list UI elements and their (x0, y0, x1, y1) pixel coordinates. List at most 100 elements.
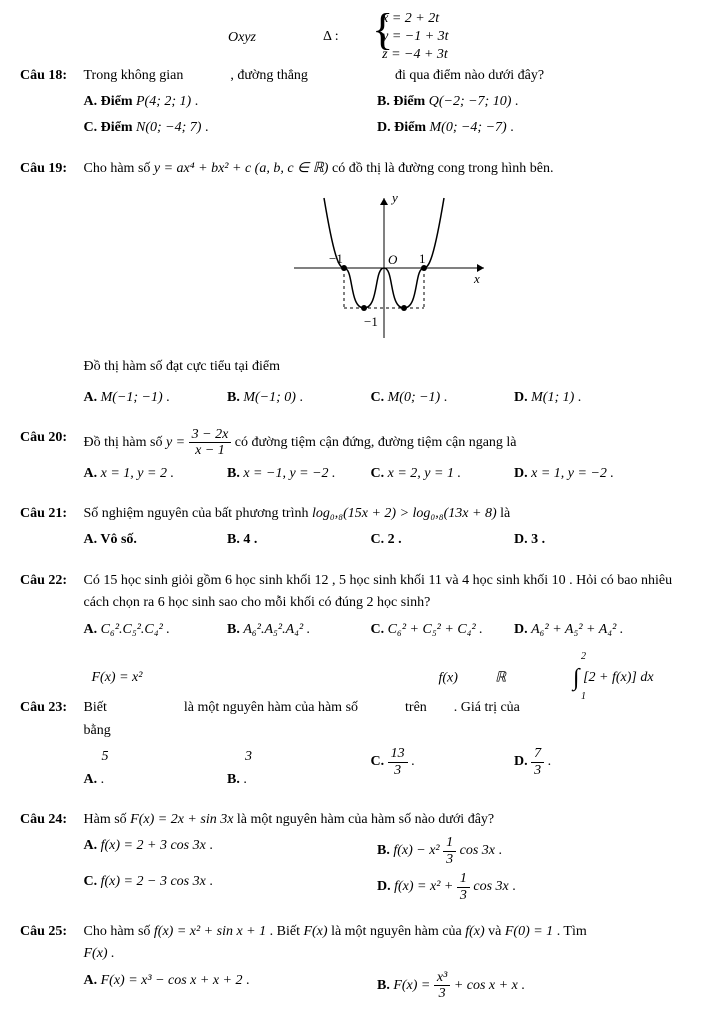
q19-d-val: M(1; 1) (531, 390, 574, 405)
q21-label: Câu 21: (20, 503, 80, 525)
q21-formula: log₀,₈(15x + 2) > log₀,₈(13x + 8) (312, 506, 497, 521)
oxyz-label: Oxyz (228, 30, 256, 45)
q23-b: B. (227, 772, 240, 787)
q18-stem1: Trong không gian (84, 68, 184, 83)
q21-stem-pre: Số nghiệm nguyên của bất phương trình (84, 506, 309, 521)
q25-a: A. (84, 973, 98, 988)
q20-yeq: y = (166, 435, 185, 450)
q24-stem-post: là một nguyên hàm của hàm số nào dưới đâ… (237, 812, 494, 827)
q25-b-pre: F(x) = (393, 978, 430, 993)
q18-stem2: , đường thẳng (230, 68, 308, 83)
q24-d: D. (377, 879, 391, 894)
question-18: Oxyz Δ : { x = 2 + 2t y = −1 + 3t z = −4… (20, 10, 700, 140)
q25-fx2: f(x) (465, 924, 484, 939)
q20-d: D. (514, 466, 528, 481)
q19-c: C. (371, 390, 385, 405)
q24-b-post: cos 3x (460, 843, 495, 858)
q23-Fx: F(x) = x² (92, 667, 202, 689)
q23-label: Câu 23: (20, 697, 80, 719)
q20-b: B. (227, 466, 240, 481)
q23-pre1: Biết (84, 700, 107, 715)
svg-text:−1: −1 (329, 251, 343, 266)
q18-d-val: M(0; −4; −7) (430, 120, 507, 135)
q25-b: B. (377, 978, 390, 993)
svg-text:O: O (388, 252, 398, 267)
q22-a-val: C₆².C₅².C₄² . (101, 622, 170, 637)
q20-a: A. (84, 466, 98, 481)
svg-text:1: 1 (419, 251, 426, 266)
q21-c: C. 2 . (371, 532, 402, 547)
q20-c-val: x = 2, y = 1 . (388, 466, 461, 481)
question-25: Câu 25: Cho hàm số f(x) = x² + sin x + 1… (20, 921, 700, 1002)
q21-b: B. 4 . (227, 532, 257, 547)
q22-b: B. (227, 622, 240, 637)
q24-d-frac: 1 3 (457, 871, 470, 903)
q23-mid1: là một nguyên hàm của hàm số (184, 700, 358, 715)
q21-stem-post: là (500, 506, 510, 521)
q18-c-pre: C. Điểm (84, 120, 133, 135)
q19-graph: y x O −1 1 −1 (274, 188, 494, 348)
q24-a-val: f(x) = 2 + 3 cos 3x (101, 838, 206, 853)
question-19: Câu 19: Cho hàm số y = ax⁴ + bx² + c (a,… (20, 158, 700, 409)
q23-c-frac: 13 3 (388, 746, 408, 778)
q22-a: A. (84, 622, 98, 637)
q24-a: A. (84, 838, 98, 853)
q18-b-val: Q(−2; −7; 10) (429, 94, 512, 109)
question-23: F(x) = x² f(x) ℝ 2 ∫ 1 [2 + f(x)] dx Câu… (20, 659, 700, 791)
q23-fx: f(x) (439, 670, 458, 685)
q18-label: Câu 18: (20, 65, 80, 87)
q25-mid1: . Biết (270, 924, 300, 939)
q24-d-post: cos 3x (473, 879, 508, 894)
q24-c: C. (84, 874, 98, 889)
q23-d-frac: 7 3 (531, 746, 544, 778)
q19-d: D. (514, 390, 528, 405)
q25-F0: F(0) = 1 (505, 924, 553, 939)
q18-stem3: đi qua điểm nào dưới đây? (395, 68, 544, 83)
question-22: Câu 22: Có 15 học sinh giỏi gồm 6 học si… (20, 570, 700, 641)
q18-a-val: P(4; 2; 1) (136, 94, 191, 109)
q20-label: Câu 20: (20, 427, 80, 449)
q25-b-frac: x³ 3 (434, 970, 450, 1002)
question-20: Câu 20: Đồ thị hàm số y = 3 − 2x x − 1 c… (20, 427, 700, 485)
q23-bang: bằng (84, 720, 684, 742)
q19-label: Câu 19: (20, 158, 80, 180)
q20-frac: 3 − 2x x − 1 (189, 427, 232, 459)
q19-b: B. (227, 390, 240, 405)
q24-stem-pre: Hàm số (84, 812, 127, 827)
q18-a-pre: A. Điểm (84, 94, 133, 109)
q22-c-val: C₆² + C₅² + C₄² . (388, 622, 483, 637)
q22-c: C. (371, 622, 385, 637)
q19-c-val: M(0; −1) (388, 390, 441, 405)
q25-fx: f(x) = x² + sin x + 1 (154, 924, 266, 939)
q24-b: B. (377, 843, 390, 858)
q18-c-val: N(0; −4; 7) (136, 120, 201, 135)
q23-mid3: . Giá trị của (454, 700, 520, 715)
q19-formula: y = ax⁴ + bx² + c (a, b, c ∈ ℝ) (154, 161, 329, 176)
q22-d: D. (514, 622, 528, 637)
q23-integral: 2 ∫ 1 [2 + f(x)] dx (573, 670, 654, 685)
q23-b-num: 3 (245, 746, 367, 768)
q25-mid2: là một nguyên hàm của (331, 924, 462, 939)
q23-a-num: 5 (102, 746, 224, 768)
q22-d-val: A₆² + A₅² + A₄² . (531, 622, 623, 637)
q24-d-pre: f(x) = x² + (394, 879, 453, 894)
q19-a: A. (84, 390, 98, 405)
q24-c-val: f(x) = 2 − 3 cos 3x (101, 874, 206, 889)
q20-d-val: x = 1, y = −2 . (531, 466, 614, 481)
q23-R: ℝ (495, 670, 506, 685)
q23-mid2: trên (405, 700, 427, 715)
q22-label: Câu 22: (20, 570, 80, 592)
question-21: Câu 21: Số nghiệm nguyên của bất phương … (20, 503, 700, 552)
q24-b-pre: f(x) − x² (393, 843, 439, 858)
q19-stem-post: có đồ thị là đường cong trong hình bên. (332, 161, 553, 176)
q19-b-val: M(−1; 0) (243, 390, 296, 405)
q20-stem-pre: Đồ thị hàm số (84, 435, 163, 450)
q23-d: D. (514, 754, 528, 769)
q20-a-val: x = 1, y = 2 . (101, 466, 174, 481)
q21-d: D. 3 . (514, 532, 545, 547)
q25-stem-pre: Cho hàm số (84, 924, 151, 939)
q19-line2: Đồ thị hàm số đạt cực tiểu tại điểm (84, 356, 684, 378)
system-brace: { x = 2 + 2t y = −1 + 3t z = −4 + 3t (372, 10, 448, 65)
q25-b-post: + cos x + x (454, 978, 518, 993)
svg-text:y: y (390, 190, 398, 205)
